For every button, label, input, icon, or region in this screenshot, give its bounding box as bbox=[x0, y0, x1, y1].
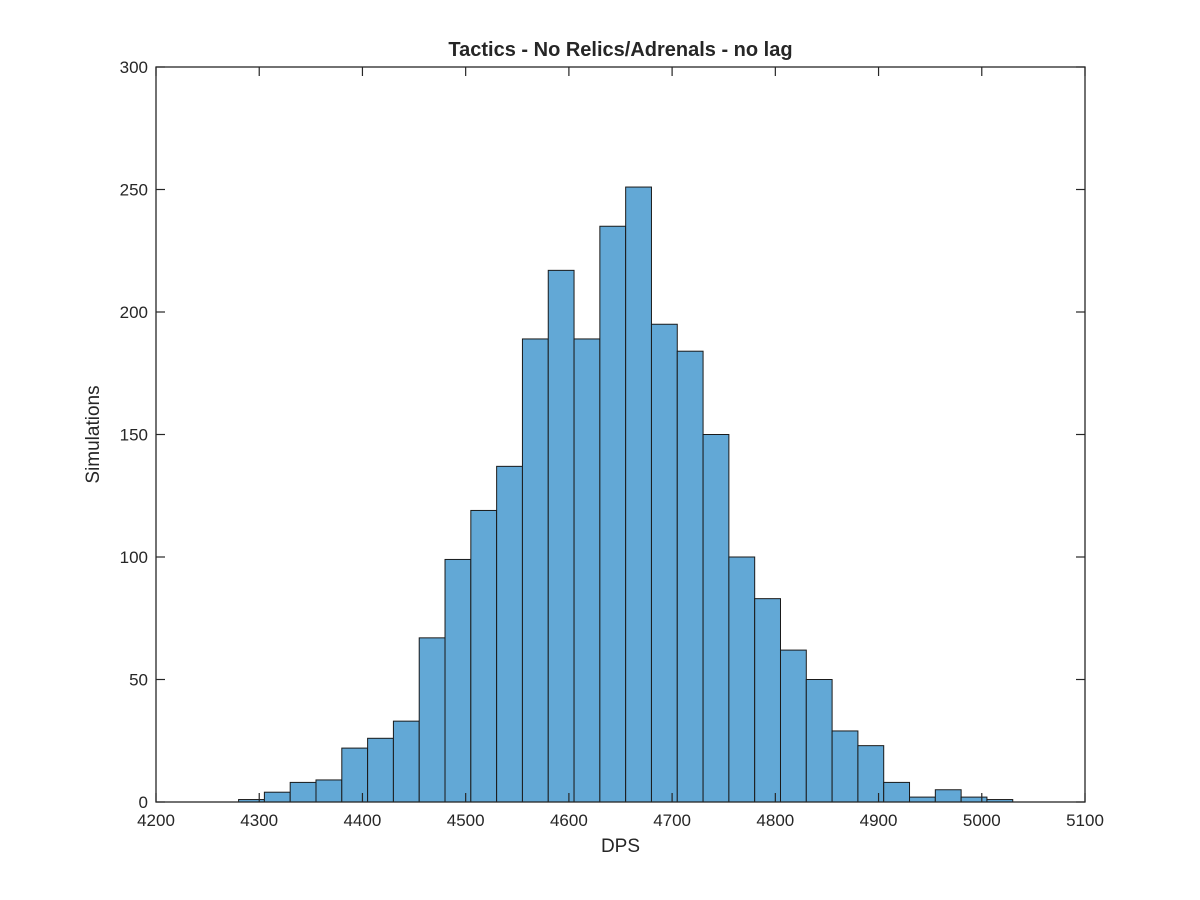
histogram-bar-16 bbox=[625, 186, 652, 803]
histogram-bar-12 bbox=[521, 338, 549, 803]
x-tick-label: 4600 bbox=[550, 811, 588, 830]
histogram-bar-5 bbox=[341, 747, 369, 803]
x-tick-label: 4800 bbox=[756, 811, 794, 830]
histogram-bar-26 bbox=[883, 781, 911, 803]
plot-area-frame bbox=[155, 66, 1086, 803]
x-tick-label: 4200 bbox=[137, 811, 175, 830]
y-tick-label: 250 bbox=[120, 181, 148, 200]
histogram-bar-21 bbox=[754, 598, 781, 803]
histogram-bar-2 bbox=[263, 791, 291, 803]
histogram-bar-27 bbox=[909, 796, 936, 803]
histogram-bar-29 bbox=[960, 796, 988, 803]
x-axis-label: DPS bbox=[601, 836, 640, 857]
histogram-bar-13 bbox=[547, 269, 575, 803]
histogram-bar-28 bbox=[934, 789, 962, 803]
x-tick-label: 5000 bbox=[963, 811, 1001, 830]
histogram-bar-20 bbox=[728, 556, 756, 803]
histogram-bar-18 bbox=[676, 350, 704, 803]
histogram-bar-6 bbox=[367, 737, 394, 803]
x-tick-label: 4500 bbox=[447, 811, 485, 830]
y-tick-label: 0 bbox=[139, 793, 148, 812]
y-axis-label: Simulations bbox=[83, 385, 104, 483]
histogram-bar-9 bbox=[444, 558, 472, 803]
y-tick-label: 50 bbox=[129, 671, 148, 690]
chart-title: Tactics - No Relics/Adrenals - no lag bbox=[448, 39, 792, 61]
tick-labels: 4200 4300 4400 4500 4600 4700 4800 4900 5000 5100… bbox=[120, 58, 1104, 830]
x-tick-label: 5100 bbox=[1066, 811, 1104, 830]
x-tick-label: 4900 bbox=[860, 811, 898, 830]
histogram-bar-19 bbox=[702, 434, 730, 803]
y-tick-label: 300 bbox=[120, 58, 148, 77]
x-tick-label: 4700 bbox=[653, 811, 691, 830]
histogram-bar-17 bbox=[650, 323, 678, 803]
histogram-bar-10 bbox=[470, 509, 498, 803]
histogram-bar-3 bbox=[289, 781, 317, 803]
histogram-bar-22 bbox=[779, 649, 807, 803]
histogram-bar-24 bbox=[831, 730, 859, 803]
histogram-bar-7 bbox=[392, 720, 420, 803]
histogram-bar-25 bbox=[857, 745, 885, 803]
histogram-bars bbox=[238, 186, 1014, 803]
x-tick-label: 4300 bbox=[240, 811, 278, 830]
x-tick-label: 4400 bbox=[344, 811, 382, 830]
y-tick-label: 100 bbox=[120, 548, 148, 567]
histogram-bar-4 bbox=[315, 779, 343, 803]
y-tick-label: 150 bbox=[120, 426, 148, 445]
histogram-bar-11 bbox=[496, 465, 523, 803]
histogram-bar-14 bbox=[573, 338, 601, 803]
histogram-bar-8 bbox=[418, 637, 446, 803]
histogram-bar-23 bbox=[805, 679, 833, 803]
histogram-bar-15 bbox=[599, 225, 627, 803]
y-tick-label: 200 bbox=[120, 303, 148, 322]
